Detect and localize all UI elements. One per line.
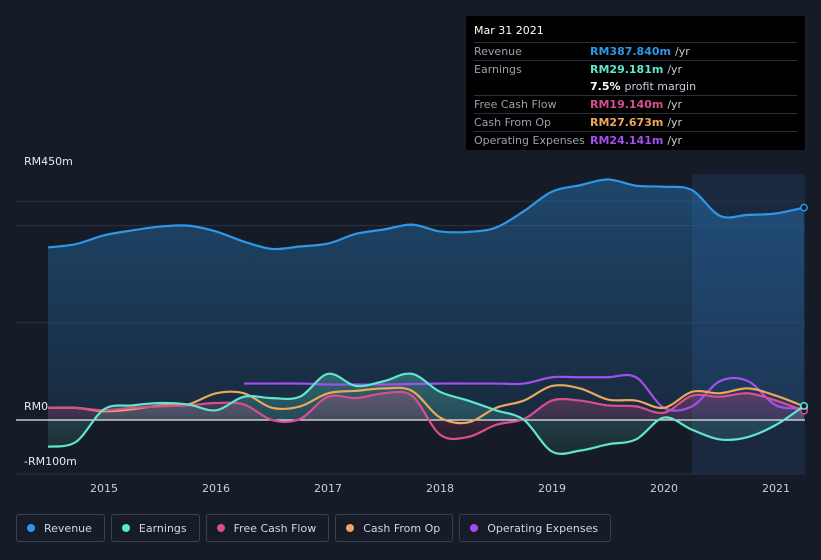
x-tick-label: 2021 <box>762 482 790 495</box>
x-tick-label: 2016 <box>202 482 230 495</box>
tooltip-row: Cash From Op RM27.673m/yr <box>474 113 797 131</box>
legend-item-cash-from-op[interactable]: Cash From Op <box>335 514 454 542</box>
legend-item-revenue[interactable]: Revenue <box>16 514 105 542</box>
tooltip-row-label: Cash From Op <box>474 116 552 129</box>
chart-legend: Revenue Earnings Free Cash Flow Cash From O… <box>16 514 612 542</box>
hover-tooltip: Mar 31 2021 Revenue RM387.840m/yr Earnings… <box>466 16 805 150</box>
tooltip-row-label: Free Cash Flow <box>474 98 557 111</box>
tooltip-date: Mar 31 2021 <box>474 24 544 37</box>
x-tick-label: 2019 <box>538 482 566 495</box>
legend-item-free-cash-flow[interactable]: Free Cash Flow <box>205 514 330 542</box>
legend-dot-icon <box>216 524 225 532</box>
tooltip-row-unit: /yr <box>667 98 683 111</box>
series-line-operating-expenses <box>244 373 805 412</box>
tooltip-row: 7.5% profit margin <box>474 78 797 95</box>
x-tick-label: 2020 <box>650 482 678 495</box>
series-line-free-cash-flow <box>47 390 805 441</box>
legend-dot-icon <box>27 524 35 532</box>
legend-label: Revenue <box>44 521 92 535</box>
tooltip-row-value: RM24.141m <box>590 134 664 147</box>
tooltip-row: Operating Expenses RM24.141m/yr <box>474 131 797 149</box>
tooltip-row: Free Cash Flow RM19.140m/yr <box>474 95 797 113</box>
tooltip-row-label: Operating Expenses <box>474 134 585 147</box>
y-axis-zero-label: RM0 <box>24 400 49 413</box>
tooltip-row-label: Earnings <box>474 63 522 76</box>
x-tick-label: 2018 <box>426 482 454 495</box>
tooltip-row: Revenue RM387.840m/yr <box>474 42 797 60</box>
x-tick-label: 2015 <box>90 482 118 495</box>
tooltip-row-unit: /yr <box>674 45 690 58</box>
legend-item-earnings[interactable]: Earnings <box>110 514 200 542</box>
tooltip-row-unit: profit margin <box>624 80 697 93</box>
legend-label: Operating Expenses <box>487 521 599 535</box>
x-tick-label: 2017 <box>314 482 342 495</box>
tooltip-row-label: Revenue <box>474 45 522 58</box>
series-line-earnings <box>47 372 805 455</box>
tooltip-row-value: RM387.840m <box>590 45 671 58</box>
legend-label: Cash From Op <box>363 521 441 535</box>
tooltip-row-unit: /yr <box>667 116 683 129</box>
series-line-revenue <box>47 178 805 251</box>
tooltip-row-value: RM19.140m <box>590 98 664 111</box>
tooltip-row-value: RM29.181m <box>590 63 664 76</box>
legend-item-operating-expenses[interactable]: Operating Expenses <box>459 514 612 542</box>
y-axis-top-label: RM450m <box>24 155 73 168</box>
legend-label: Free Cash Flow <box>233 521 317 535</box>
series-end-point <box>800 401 808 410</box>
legend-dot-icon <box>346 524 355 532</box>
tooltip-row-unit: /yr <box>667 134 683 147</box>
y-axis-bottom-label: -RM100m <box>24 455 77 468</box>
legend-label: Earnings <box>138 521 187 535</box>
legend-dot-icon <box>470 524 479 532</box>
tooltip-row: Earnings RM29.181m/yr <box>474 60 797 78</box>
series-end-point <box>800 203 808 212</box>
legend-dot-icon <box>121 524 130 532</box>
tooltip-row-unit: /yr <box>667 63 683 76</box>
tooltip-row-value: RM27.673m <box>590 116 664 129</box>
tooltip-row-value: 7.5% <box>590 80 621 93</box>
